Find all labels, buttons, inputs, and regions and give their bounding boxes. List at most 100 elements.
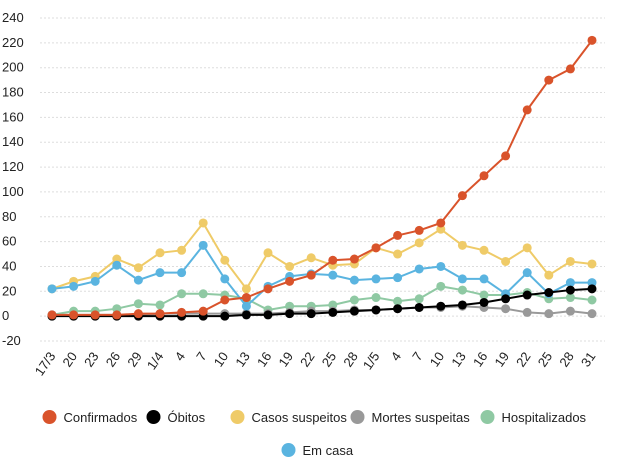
x-tick-label: 28 xyxy=(340,349,361,369)
point xyxy=(285,276,295,286)
point xyxy=(198,240,208,250)
point xyxy=(220,274,230,284)
point xyxy=(371,274,381,284)
point xyxy=(393,296,403,306)
point xyxy=(565,293,575,303)
point xyxy=(155,268,165,278)
point xyxy=(69,310,79,320)
point xyxy=(220,255,230,265)
legend-label: Confirmados xyxy=(64,410,138,425)
point xyxy=(349,275,359,285)
legend-label: Mortes suspeitas xyxy=(372,410,471,425)
point xyxy=(479,245,489,255)
point xyxy=(544,309,554,319)
point xyxy=(69,281,79,291)
x-tick-label: 1/5 xyxy=(360,349,383,372)
point xyxy=(198,218,208,228)
point xyxy=(479,171,489,181)
point xyxy=(177,245,187,255)
x-tick-label: 17/3 xyxy=(32,349,59,378)
y-tick-label: 80 xyxy=(2,209,16,224)
point xyxy=(241,293,251,303)
point xyxy=(393,304,403,314)
point xyxy=(587,295,597,305)
legend-marker xyxy=(230,410,245,424)
x-tick-label: 19 xyxy=(275,349,296,369)
point xyxy=(587,259,597,269)
point xyxy=(285,261,295,271)
legend-marker xyxy=(350,410,365,424)
x-tick-label: 7 xyxy=(193,349,209,364)
point xyxy=(220,295,230,305)
point xyxy=(393,273,403,283)
point xyxy=(112,260,122,270)
point xyxy=(522,290,532,300)
point xyxy=(263,310,273,320)
x-tick-label: 1/4 xyxy=(144,349,167,372)
legend-marker xyxy=(42,410,57,424)
point xyxy=(349,254,359,264)
y-tick-label: 0 xyxy=(2,308,9,323)
point xyxy=(544,270,554,280)
point xyxy=(501,151,511,161)
x-tick-label: 16 xyxy=(470,349,491,369)
point xyxy=(371,243,381,253)
point xyxy=(479,290,489,300)
legend-label: Hospitalizados xyxy=(502,410,587,425)
point xyxy=(47,310,57,320)
y-tick-label: 20 xyxy=(2,283,16,298)
point xyxy=(457,191,467,201)
x-tick-label: 10 xyxy=(427,349,448,369)
x-tick-label: 13 xyxy=(232,349,253,369)
y-tick-label: 140 xyxy=(2,134,24,149)
point xyxy=(155,300,165,310)
y-tick-label: 40 xyxy=(2,258,16,273)
point xyxy=(47,284,57,294)
x-tick-label: 4 xyxy=(388,349,404,364)
y-tick-label: 180 xyxy=(2,85,24,100)
point xyxy=(501,294,511,304)
legend-marker xyxy=(146,410,161,424)
point xyxy=(177,289,187,299)
point xyxy=(306,270,316,280)
legend-label: Casos suspeitos xyxy=(252,410,348,425)
point xyxy=(328,255,338,265)
point xyxy=(457,285,467,295)
y-tick-label: -20 xyxy=(2,333,21,348)
legend-label: Em casa xyxy=(303,443,354,458)
point xyxy=(479,297,489,307)
point xyxy=(177,307,187,317)
point xyxy=(90,310,100,320)
legend-marker xyxy=(480,410,495,424)
point xyxy=(457,274,467,284)
point xyxy=(436,301,446,311)
y-tick-label: 160 xyxy=(2,109,24,124)
point xyxy=(371,293,381,303)
point xyxy=(565,64,575,74)
point xyxy=(414,294,424,304)
point xyxy=(241,301,251,311)
point xyxy=(90,276,100,286)
point xyxy=(285,301,295,311)
point xyxy=(587,278,597,288)
point xyxy=(198,306,208,316)
point xyxy=(306,253,316,263)
point xyxy=(457,240,467,250)
point xyxy=(112,254,122,264)
point xyxy=(220,311,230,321)
x-tick-label: 26 xyxy=(103,349,124,369)
point xyxy=(133,309,143,319)
point xyxy=(112,310,122,320)
point xyxy=(565,278,575,288)
point xyxy=(587,309,597,319)
x-tick-label: 22 xyxy=(513,349,534,369)
y-tick-label: 200 xyxy=(2,60,24,75)
point xyxy=(522,105,532,115)
point xyxy=(241,284,251,294)
y-tick-label: 240 xyxy=(2,10,24,25)
x-tick-label: 7 xyxy=(409,349,425,364)
point xyxy=(436,281,446,291)
point xyxy=(155,248,165,258)
y-tick-label: 60 xyxy=(2,234,16,249)
